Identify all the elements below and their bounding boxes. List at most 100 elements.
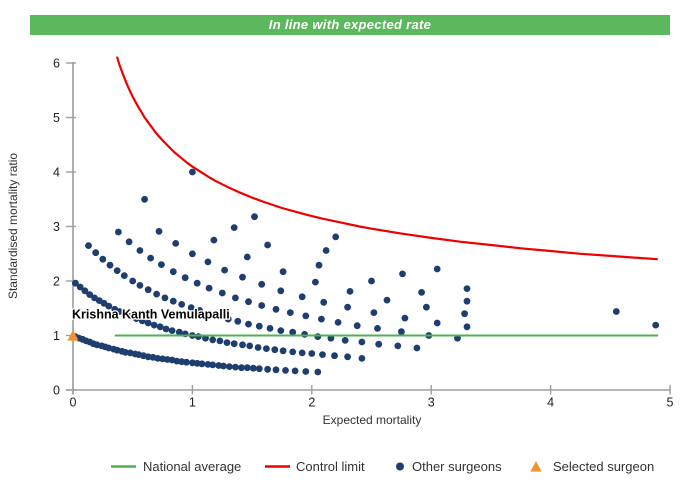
surgeon-point xyxy=(169,268,177,276)
surgeon-point xyxy=(264,241,271,249)
surgeon-point xyxy=(210,236,218,244)
surgeon-point xyxy=(263,345,270,352)
surgeon-point xyxy=(81,287,89,295)
surgeon-point xyxy=(195,333,202,340)
surgeon-point xyxy=(215,313,223,320)
surgeon-point xyxy=(76,283,84,291)
surgeon-point xyxy=(291,367,299,375)
surgeon-point xyxy=(463,285,471,292)
surgeon-point xyxy=(193,279,201,287)
surgeon-point xyxy=(370,309,378,316)
surgeon-point xyxy=(344,353,351,361)
surgeon-point xyxy=(243,364,251,372)
surgeon-point xyxy=(136,282,144,289)
surgeon-point xyxy=(156,323,164,331)
surgeon-point xyxy=(322,247,330,254)
surgeon-point xyxy=(245,320,252,328)
legend-item-national-average: National average xyxy=(111,459,241,474)
surgeon-point xyxy=(271,346,279,354)
chart-legend: National average Control limit Other sur… xyxy=(111,459,654,474)
surgeon-point xyxy=(394,342,402,350)
y-tick-label: 0 xyxy=(53,384,60,398)
surgeon-point xyxy=(230,340,238,348)
y-tick-label: 1 xyxy=(53,329,60,343)
surgeon-point xyxy=(232,294,239,302)
surgeon-point xyxy=(279,268,287,276)
surgeon-point xyxy=(181,274,189,282)
surgeon-point xyxy=(246,342,254,350)
surgeon-point xyxy=(264,365,271,373)
legend-item-other-surgeons: Other surgeons xyxy=(396,459,502,474)
surgeon-point xyxy=(652,321,660,329)
surgeon-point xyxy=(132,315,140,322)
status-banner-text: In line with expected rate xyxy=(268,17,432,32)
surgeon-point xyxy=(319,351,326,358)
surgeon-point xyxy=(72,279,79,287)
surgeon-point xyxy=(298,293,306,301)
surgeon-point xyxy=(413,344,421,352)
surgeon-point xyxy=(332,233,340,241)
surgeon-point xyxy=(279,347,287,355)
surgeon-point xyxy=(315,261,323,269)
surgeon-point xyxy=(368,277,375,285)
surgeon-point xyxy=(198,360,206,368)
surgeon-point xyxy=(136,247,144,254)
surgeon-point xyxy=(147,254,155,262)
surgeon-point xyxy=(138,317,146,325)
surgeon-point xyxy=(168,327,176,334)
surgeon-point xyxy=(314,333,322,340)
surgeon-point xyxy=(375,340,383,348)
x-tick-label: 2 xyxy=(308,396,315,410)
surgeon-point xyxy=(232,363,239,371)
surgeon-point xyxy=(255,322,263,330)
surgeon-point xyxy=(344,303,351,311)
surgeon-point xyxy=(220,362,227,370)
x-tick-label: 0 xyxy=(70,396,77,410)
y-tick-label: 4 xyxy=(53,166,60,180)
surgeon-point xyxy=(374,325,381,332)
surgeon-point xyxy=(312,278,319,286)
y-tick-label: 2 xyxy=(53,275,60,289)
other-surgeons-points xyxy=(72,168,660,376)
surgeon-point xyxy=(334,319,342,326)
surgeon-point xyxy=(258,302,266,309)
x-tick-label: 4 xyxy=(547,396,554,410)
surgeon-point xyxy=(302,368,310,375)
surgeon-point xyxy=(150,321,158,329)
y-tick-label: 3 xyxy=(53,220,60,234)
surgeon-point xyxy=(418,289,425,296)
surgeon-point xyxy=(314,368,322,376)
surgeon-point xyxy=(161,294,169,302)
surgeon-point xyxy=(226,363,233,370)
surgeon-point xyxy=(301,331,308,338)
surgeon-point xyxy=(85,242,92,250)
surgeon-point xyxy=(113,267,121,274)
surgeon-point xyxy=(115,228,122,236)
status-banner: In line with expected rate xyxy=(30,15,670,35)
other-surgeons-dot-icon xyxy=(396,462,404,471)
surgeon-point xyxy=(251,213,258,221)
surgeon-point xyxy=(255,365,263,373)
surgeon-point xyxy=(266,325,274,332)
surgeon-point xyxy=(175,328,183,336)
surgeon-point xyxy=(277,287,285,295)
surgeon-point xyxy=(153,290,161,298)
surgeon-point xyxy=(92,249,100,257)
surgeon-point xyxy=(116,308,123,315)
surgeon-point xyxy=(298,349,306,357)
surgeon-point xyxy=(358,338,366,346)
surgeon-point xyxy=(178,301,186,308)
surgeon-point xyxy=(289,348,297,356)
surgeon-point xyxy=(433,265,441,273)
x-axis-ticks: 0 1 2 3 4 5 xyxy=(70,385,674,410)
surgeon-point xyxy=(120,272,128,279)
surgeon-point xyxy=(272,366,280,374)
legend-label-selected-surgeon: Selected surgeon xyxy=(553,459,654,474)
surgeon-point xyxy=(187,304,195,312)
surgeon-point xyxy=(358,355,366,362)
legend-label-control-limit: Control limit xyxy=(296,459,365,474)
surgeon-point xyxy=(401,314,409,322)
surgeon-point xyxy=(277,327,285,334)
surgeon-point xyxy=(612,308,620,315)
